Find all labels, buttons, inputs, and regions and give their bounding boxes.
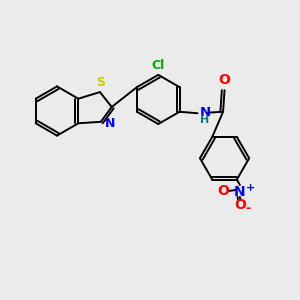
Text: O: O	[218, 184, 230, 198]
Text: Cl: Cl	[152, 59, 165, 72]
Text: N: N	[104, 117, 115, 130]
Text: O: O	[219, 74, 230, 88]
Text: +: +	[246, 183, 255, 193]
Text: N: N	[200, 106, 211, 119]
Text: N: N	[234, 184, 246, 199]
Text: -: -	[246, 202, 251, 214]
Text: H: H	[200, 115, 209, 125]
Text: S: S	[96, 76, 105, 89]
Text: O: O	[235, 198, 246, 212]
